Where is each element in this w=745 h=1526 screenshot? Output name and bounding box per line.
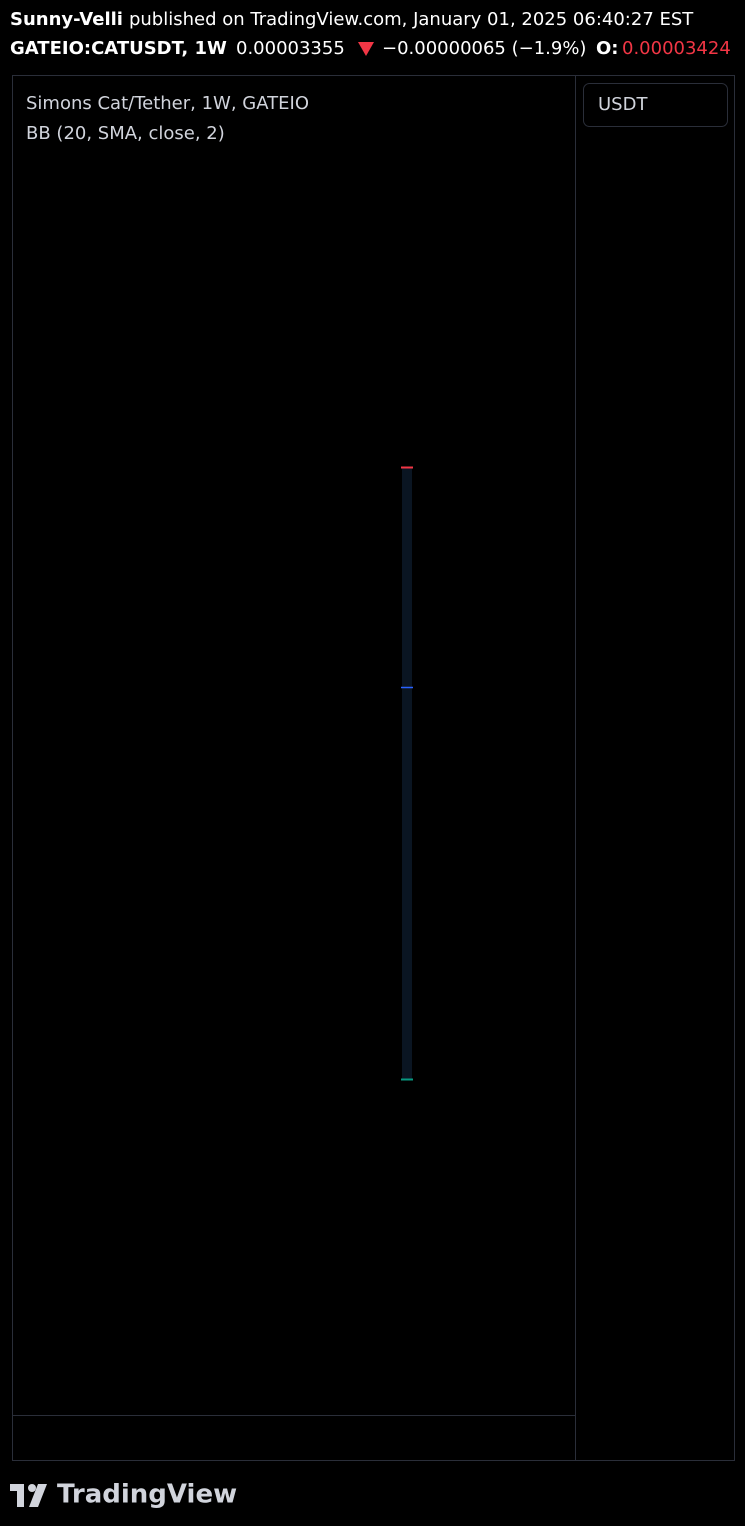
last: 0.00003355 <box>236 38 345 59</box>
currency-button[interactable] <box>583 83 728 127</box>
logo <box>10 1484 47 1507</box>
open-value: 0.00003424 <box>622 38 731 59</box>
change: −0.00000065 (−1.9%) <box>382 38 586 59</box>
instrument: Simons Cat/Tether, 1W, GATEIO <box>26 93 309 114</box>
open-label: O: <box>596 38 619 59</box>
symbol: GATEIO:CATUSDT, 1W <box>10 38 227 59</box>
brand: TradingView <box>57 1480 237 1510</box>
indicator: BB (20, SMA, close, 2) <box>26 123 225 144</box>
header-line-1: Sunny-Velli published on TradingView.com,… <box>10 9 694 30</box>
published: published on TradingView.com, January 01… <box>129 9 694 30</box>
currency[interactable]: USDT <box>598 94 648 115</box>
pane-frame <box>12 75 735 1461</box>
range-box <box>402 467 412 1079</box>
down-arrow <box>358 42 374 56</box>
author: Sunny-Velli <box>10 9 123 30</box>
drawing <box>401 466 413 1081</box>
